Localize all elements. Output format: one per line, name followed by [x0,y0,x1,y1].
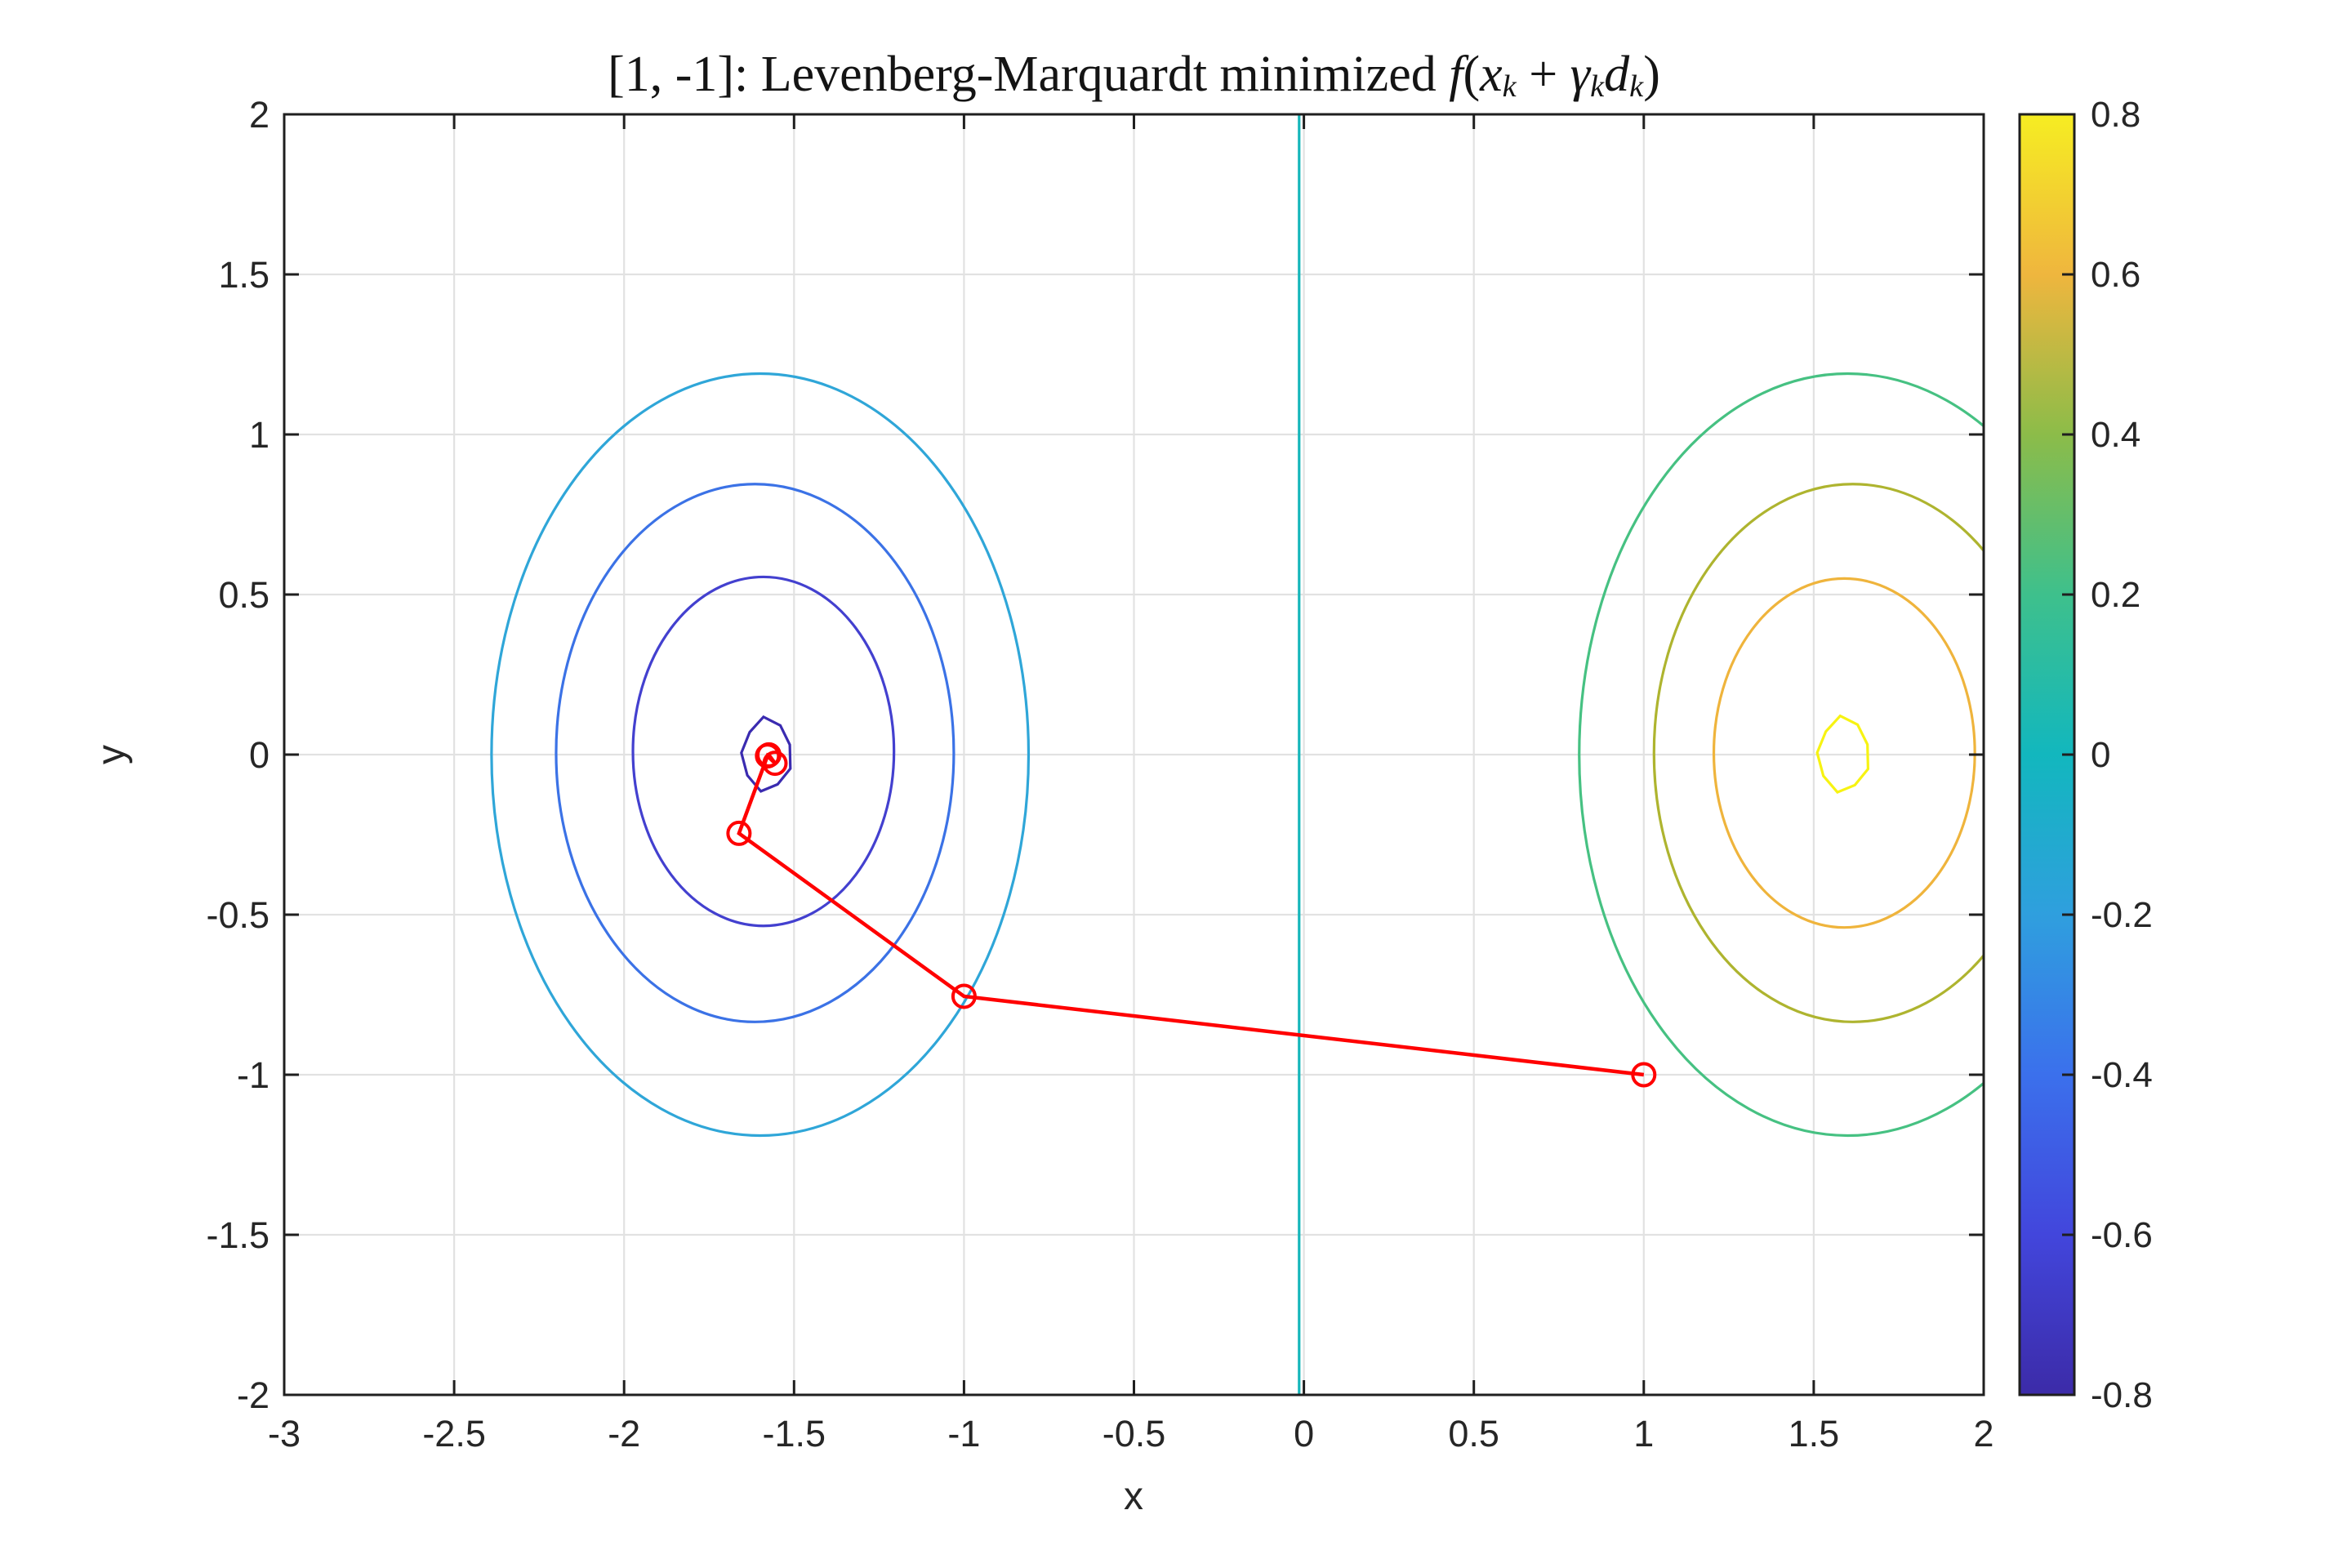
y-tick-label: -0.5 [206,894,270,936]
contour-line-level-0.5 [1712,577,1976,929]
colorbar-tick-label: -0.8 [2091,1375,2153,1415]
x-tick-label: 1.5 [1788,1413,1840,1454]
y-tick-label: 0.5 [218,574,270,616]
x-tick-label: 0.5 [1448,1413,1499,1454]
title-segment: k [1590,69,1605,104]
axes-box [283,113,1985,1396]
x-tick-label: -2 [608,1413,640,1454]
title-segment: x [1480,47,1503,102]
contour-line-level-0.7 [1815,714,1870,795]
x-tick-label: 1 [1633,1413,1654,1454]
y-tick-label: -2 [237,1374,270,1416]
title-segment: ) [1643,47,1660,102]
colorbar: -0.8 -0.6 -0.4 -0.2 0 0.2 0.4 0.6 0.8 [2018,95,2153,1415]
title-segment: d [1604,47,1630,102]
colorbar-tick-label: 0 [2091,735,2110,775]
colorbar-tick-label: -0.4 [2091,1055,2153,1095]
contour-lines [490,114,1984,1395]
title-segment: f [1449,47,1463,102]
y-tick-label: 2 [249,94,270,136]
contour-line-level-0.1 [1578,372,1984,1137]
optimization-path [737,752,1645,1077]
colorbar-tick-label: 0.2 [2091,575,2140,615]
y-tick-label: 1.5 [218,254,270,296]
contour-line-level--0.1 [490,372,1031,1138]
x-tick-label: -1 [947,1413,980,1454]
iterate-marker [951,983,977,1009]
title-segment: + [1516,47,1570,102]
title-segment: ( [1463,47,1481,102]
colorbar-tick-label: 0.4 [2091,415,2140,455]
y-tick-label: 1 [249,414,270,456]
title-segment: k [1629,69,1644,104]
y-axis-label: y [90,745,133,764]
y-tick-label: -1.5 [206,1214,270,1256]
iterate-marker [756,742,782,768]
y-tick-label: 0 [249,734,270,776]
contour-line-level--0.3 [555,483,956,1023]
x-tick-label: -1.5 [763,1413,826,1454]
colorbar-tick-label: -0.2 [2091,895,2153,935]
grid-lines [284,114,1984,1395]
plot-title: [1, -1]: Levenberg-Marquardt minimized f… [284,47,1984,108]
iterate-marker [726,820,752,846]
x-tick-label: -3 [268,1413,301,1454]
colorbar-tick-label: 0.8 [2091,95,2140,135]
title-segment: k [1502,69,1517,104]
x-tick-label: -0.5 [1102,1413,1166,1454]
x-tick-label: 0 [1294,1413,1314,1454]
tick-labels: -3 -2.5 -2 -1.5 -1 -0.5 0 0.5 1 1.5 2 -2 -1.5 -1 -0.5 0… [206,94,1993,1454]
contour-line-level--0.7 [740,715,792,793]
x-tick-label: 2 [1973,1413,1993,1454]
contour-line-level--0.5 [631,575,896,928]
x-axis-label: x [1124,1475,1143,1518]
optimization-path-layer [726,742,1657,1088]
title-segment: [1, -1]: Levenberg-Marquardt minimized [608,47,1450,102]
contour-line-level-0.3 [1652,483,1984,1023]
y-tick-label: -1 [237,1054,270,1096]
title-segment: γ [1570,47,1591,102]
iterate-marker [1631,1062,1657,1088]
colorbar-tick-label: -0.6 [2091,1215,2153,1255]
colorbar-tick-label: 0.6 [2091,255,2140,295]
x-tick-label: -2.5 [422,1413,486,1454]
